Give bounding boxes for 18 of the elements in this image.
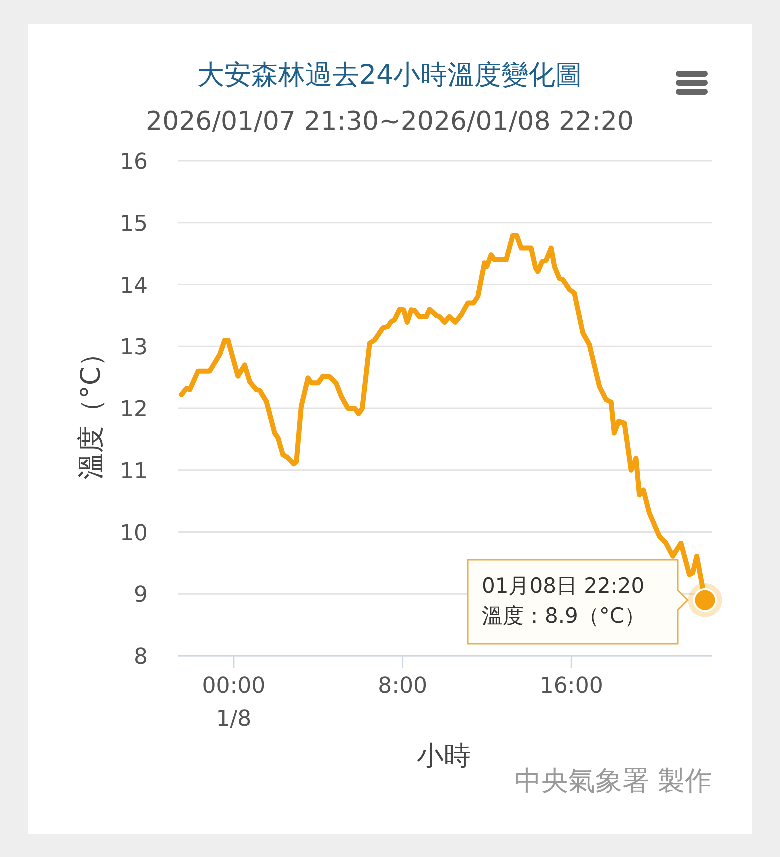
chart-subtitle: 2026/01/07 21:30~2026/01/08 22:20 — [146, 107, 634, 137]
x-tick-label: 16:00 — [540, 674, 604, 699]
y-tick-label: 15 — [120, 212, 148, 237]
annotation: 01月08日 22:20 溫度：8.9（°C） — [482, 574, 646, 628]
y-tick-label: 9 — [134, 583, 148, 608]
y-tick-label: 10 — [120, 521, 148, 546]
x-axis-title: 小時 — [417, 741, 471, 772]
y-tick-label: 11 — [120, 459, 148, 484]
y-tick-label: 13 — [120, 336, 148, 361]
y-axis-title: 溫度（°C） — [76, 340, 107, 480]
text: 中央氣象署 製作 — [514, 766, 712, 797]
x-tick-label: 00:00 1/8 — [202, 674, 266, 732]
y-tick-label: 12 — [120, 398, 148, 422]
x-tick-label: 8:00 — [378, 674, 428, 699]
y-tick-label: 8 — [134, 645, 148, 670]
y-tick-label: 14 — [120, 274, 148, 299]
chart-title: 大安森林過去24小時溫度變化圖 — [197, 60, 583, 91]
y-tick-label: 16 — [120, 150, 148, 175]
